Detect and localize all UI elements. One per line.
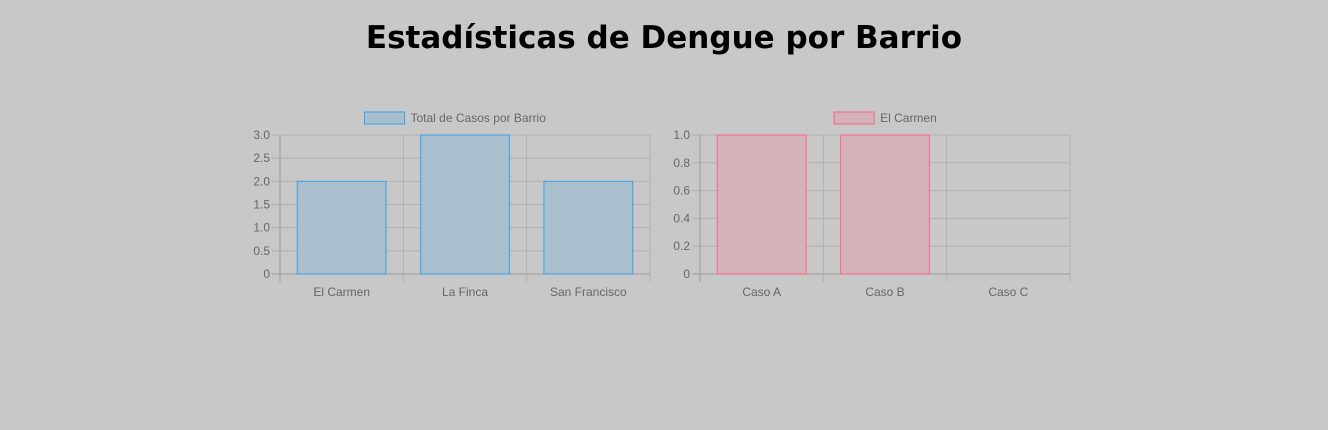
x-category-label: Caso C	[988, 285, 1028, 299]
y-tick-label: 0	[683, 267, 690, 281]
x-category-label: Caso B	[865, 285, 904, 299]
x-category-label: Caso A	[742, 285, 781, 299]
legend-label: Total de Casos por Barrio	[411, 111, 547, 125]
y-tick-label: 2.0	[253, 174, 270, 188]
bar	[543, 180, 634, 275]
legend-label: El Carmen	[880, 111, 937, 125]
el-carmen-cases-chart: 0 0.2 0.4 0.6 0.8 1.0 Caso A Caso B Caso C El Car…	[673, 111, 1071, 299]
cases-by-neighborhood-chart: 0 0.5 1.0 1.5 2.0 2.5 3.0 El Carmen La Finca San …	[253, 111, 651, 299]
bar	[716, 134, 807, 275]
bar	[420, 134, 510, 275]
y-tick-label: 0.5	[253, 244, 270, 258]
y-tick-label: 0.6	[673, 184, 690, 198]
y-tick-label: 1.5	[253, 198, 270, 212]
y-tick-label: 0	[263, 267, 270, 281]
x-category-label: La Finca	[442, 285, 488, 299]
x-category-label: El Carmen	[313, 285, 370, 299]
y-tick-label: 1.0	[673, 128, 690, 142]
y-tick-label: 0.8	[673, 156, 690, 170]
page-title: Estadísticas de Dengue por Barrio	[365, 20, 963, 56]
y-tick-label: 2.5	[253, 151, 270, 165]
y-tick-label: 0.2	[673, 239, 690, 253]
legend-swatch	[833, 111, 875, 125]
y-tick-label: 1.0	[253, 221, 270, 235]
bar	[840, 134, 930, 275]
x-category-label: San Francisco	[550, 285, 627, 299]
y-tick-label: 0.4	[673, 211, 690, 225]
legend-swatch	[364, 111, 405, 125]
bar	[296, 180, 387, 275]
y-tick-label: 3.0	[253, 128, 270, 142]
